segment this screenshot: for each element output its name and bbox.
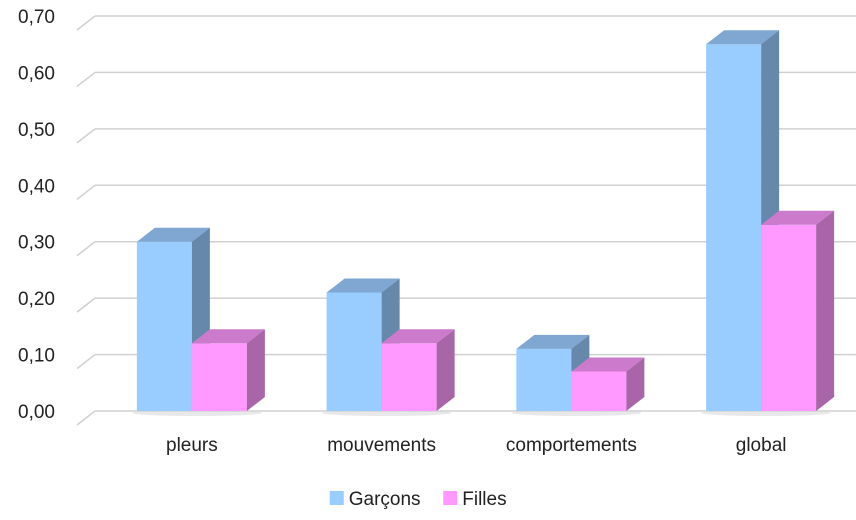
x-tick-label: pleurs	[166, 435, 218, 456]
bar-front	[191, 343, 247, 411]
legend-label: Filles	[462, 489, 506, 510]
x-tick-label: comportements	[506, 435, 637, 456]
bar-garçons-pleurs	[136, 227, 210, 411]
x-tick-label: global	[736, 435, 787, 456]
bars	[131, 30, 835, 416]
legend-swatch	[443, 491, 458, 505]
y-tick-label: 0,70	[18, 7, 55, 28]
bar-filles-mouvements	[381, 329, 455, 411]
gridline-diag	[76, 353, 96, 370]
gridline-diag	[76, 128, 96, 144]
y-tick-label: 0,10	[18, 346, 55, 367]
y-tick-label: 0,40	[18, 176, 55, 197]
bar-top	[706, 30, 780, 45]
gridline-diag	[76, 410, 96, 426]
gridline-diag	[76, 15, 96, 31]
legend-item-garçons: Garçons	[329, 489, 421, 510]
bar-front	[381, 343, 437, 411]
bar-filles-global	[761, 210, 835, 411]
y-tick-label: 0,30	[18, 233, 55, 254]
bar-front	[761, 224, 817, 411]
bar-shadow	[131, 410, 262, 416]
gridline-diag	[76, 184, 96, 200]
bar-front	[571, 371, 627, 411]
bar-side	[816, 210, 835, 411]
gridline-diag	[76, 241, 96, 257]
x-axis: pleurs mouvements comportements global	[166, 435, 786, 456]
bar-front	[706, 44, 762, 411]
gridline-diag	[76, 71, 96, 88]
bar-top	[761, 210, 835, 225]
y-tick-label: 0,00	[18, 402, 55, 423]
y-tick-label: 0,20	[18, 289, 55, 310]
legend: Garçons Filles	[329, 489, 507, 510]
bar-garçons-comportements	[516, 334, 590, 411]
y-tick-label: 0,60	[18, 63, 55, 84]
bar-front	[516, 348, 572, 411]
bar-front	[326, 292, 382, 411]
gridline-diag	[76, 297, 96, 313]
y-tick-label: 0,50	[18, 120, 55, 141]
bar-top	[516, 334, 590, 349]
bar-filles-pleurs	[191, 329, 265, 411]
bar-side	[436, 329, 455, 411]
bar-side	[246, 329, 265, 411]
bar-top	[326, 278, 400, 293]
legend-swatch	[329, 491, 344, 505]
bar-top	[136, 227, 210, 242]
bar-top	[381, 329, 455, 344]
legend-item-filles: Filles	[443, 489, 507, 510]
x-tick-label: mouvements	[327, 435, 436, 456]
legend-label: Garçons	[349, 489, 421, 510]
bar-filles-comportements	[571, 357, 645, 411]
bar-shadow	[701, 410, 832, 416]
bar-shadow	[321, 410, 452, 416]
bar-front	[136, 241, 192, 411]
bar-top	[191, 329, 265, 344]
bar-shadow	[511, 410, 642, 416]
bar-top	[571, 357, 645, 372]
y-axis: 0,00 0,10 0,20 0,30 0,40 0,50 0,60 0,70	[18, 7, 55, 423]
bar-side	[626, 357, 645, 411]
